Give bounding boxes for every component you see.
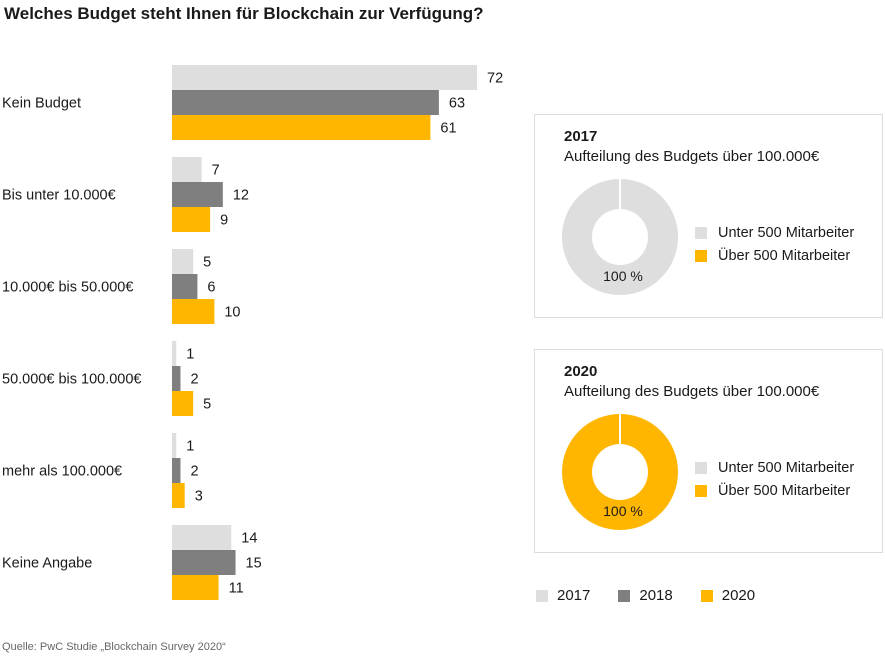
value-label: 10 <box>224 305 240 321</box>
bar-2018 <box>172 550 236 575</box>
value-label: 12 <box>233 188 249 204</box>
bar-2018 <box>172 182 223 207</box>
bar-2017 <box>172 65 477 90</box>
category-label: Keine Angabe <box>2 556 92 572</box>
donut-chart-2020: 100 % <box>562 414 678 530</box>
legend-label: Unter 500 Mitarbeiter <box>718 224 855 241</box>
donut-slice <box>562 414 678 530</box>
bar-2018 <box>172 366 181 391</box>
category-label: Kein Budget <box>2 96 81 112</box>
page-title: Welches Budget steht Ihnen für Blockchai… <box>4 4 484 23</box>
value-label: 1 <box>186 439 194 455</box>
panel-year: 2020 <box>564 363 598 380</box>
donut-panel-2017: 2017 Aufteilung des Budgets über 100.000… <box>534 114 883 318</box>
legend-label: Unter 500 Mitarbeiter <box>718 459 855 476</box>
legend-label: Über 500 Mitarbeiter <box>718 482 851 499</box>
legend-swatch <box>695 249 707 262</box>
value-label: 9 <box>220 213 228 229</box>
legend-label: 2020 <box>721 587 756 604</box>
value-label: 61 <box>440 121 456 137</box>
legend-label: 2018 <box>639 587 673 604</box>
legend-swatch <box>695 226 707 239</box>
value-label: 2 <box>190 372 198 388</box>
value-label: 5 <box>203 397 211 413</box>
donut-slice <box>562 179 678 295</box>
legend-item-2020: 2020 <box>700 587 756 604</box>
legend-item-2018: 2018 <box>618 587 673 604</box>
bar-2020 <box>172 115 431 140</box>
donut-legend: Unter 500 Mitarbeiter Über 500 Mitarbeit… <box>695 456 854 502</box>
category-label: 10.000€ bis 50.000€ <box>2 280 133 296</box>
bar-2018 <box>172 90 439 115</box>
bar-2017 <box>172 249 194 274</box>
series-legend: 2017 2018 2020 <box>536 587 783 604</box>
bar-2020 <box>172 575 219 600</box>
bar-2017 <box>172 157 202 182</box>
panel-subtitle: Aufteilung des Budgets über 100.000€ <box>564 148 820 165</box>
value-label: 1 <box>186 347 194 363</box>
bar-2020 <box>172 483 185 508</box>
donut-panel-2020: 2020 Aufteilung des Budgets über 100.000… <box>534 349 883 553</box>
legend-item-unter-500: Unter 500 Mitarbeiter <box>695 221 854 244</box>
value-label: 14 <box>241 531 257 547</box>
legend-item-ueber-500: Über 500 Mitarbeiter <box>695 244 854 267</box>
bar-2017 <box>172 341 177 366</box>
bar-2020 <box>172 207 211 232</box>
legend-item-ueber-500: Über 500 Mitarbeiter <box>695 479 854 502</box>
legend-swatch <box>695 461 707 474</box>
bar-2020 <box>172 391 194 416</box>
legend-swatch <box>695 484 707 497</box>
value-label: 72 <box>487 71 503 87</box>
bar-2018 <box>172 274 198 299</box>
value-label: 15 <box>246 556 262 572</box>
value-label: 7 <box>212 163 220 179</box>
value-label: 63 <box>449 96 465 112</box>
legend-item-2017: 2017 <box>536 587 590 604</box>
legend-label: Über 500 Mitarbeiter <box>718 247 851 264</box>
legend-swatch <box>618 589 631 602</box>
legend-item-unter-500: Unter 500 Mitarbeiter <box>695 456 854 479</box>
category-label: Bis unter 10.000€ <box>2 188 116 204</box>
donut-center-label: 100 % <box>603 268 643 284</box>
value-label: 3 <box>195 489 203 505</box>
value-label: 6 <box>207 280 215 296</box>
bar-2017 <box>172 433 177 458</box>
panel-subtitle: Aufteilung des Budgets über 100.000€ <box>564 383 820 400</box>
value-label: 2 <box>190 464 198 480</box>
legend-label: 2017 <box>557 587 591 604</box>
panel-year: 2017 <box>564 128 598 145</box>
bar-2020 <box>172 299 215 324</box>
bar-2018 <box>172 458 181 483</box>
value-label: 11 <box>229 581 244 597</box>
value-label: 5 <box>203 255 211 271</box>
category-label: mehr als 100.000€ <box>2 464 122 480</box>
donut-chart-2017: 100 % <box>562 179 678 295</box>
donut-center-label: 100 % <box>603 503 643 519</box>
legend-swatch <box>700 589 713 602</box>
source-note: Quelle: PwC Studie „Blockchain Survey 20… <box>2 641 226 653</box>
legend-swatch <box>536 589 548 602</box>
bar-2017 <box>172 525 232 550</box>
donut-legend: Unter 500 Mitarbeiter Über 500 Mitarbeit… <box>695 221 854 267</box>
category-label: 50.000€ bis 100.000€ <box>2 372 142 388</box>
